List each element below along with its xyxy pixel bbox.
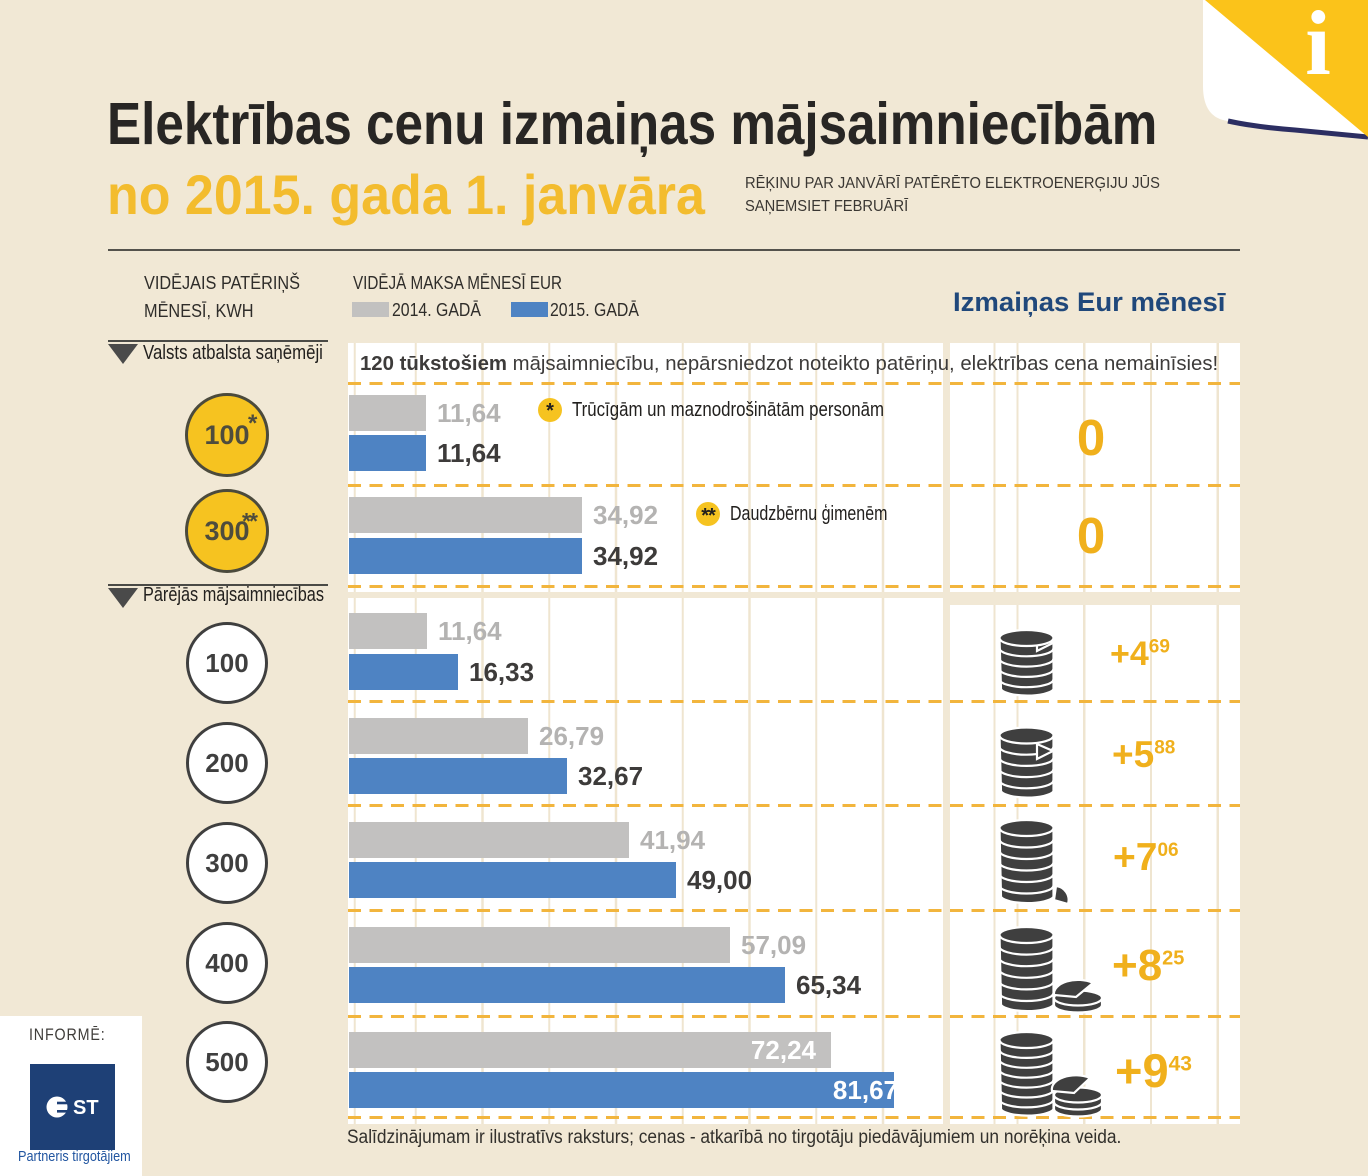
svg-text:ST: ST xyxy=(73,1097,99,1119)
svg-text:i: i xyxy=(1305,0,1331,94)
